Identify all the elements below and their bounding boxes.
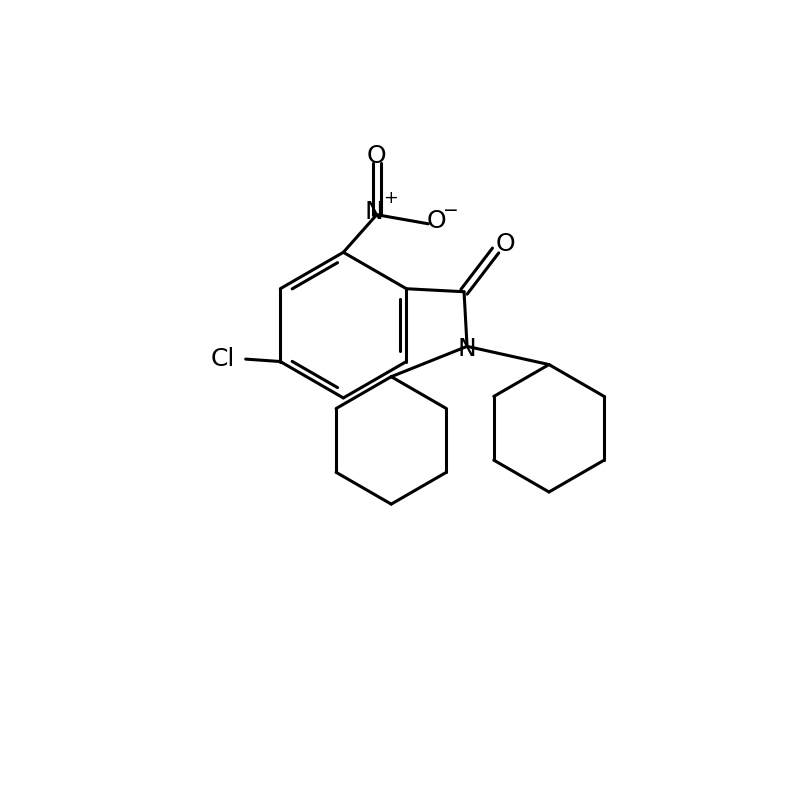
Text: −: − <box>443 201 459 220</box>
Text: O: O <box>496 232 515 256</box>
Text: N: N <box>364 200 383 225</box>
Text: O: O <box>367 144 386 168</box>
Text: +: + <box>382 188 397 206</box>
Text: N: N <box>457 337 476 362</box>
Text: Cl: Cl <box>211 347 235 371</box>
Text: O: O <box>426 210 445 233</box>
